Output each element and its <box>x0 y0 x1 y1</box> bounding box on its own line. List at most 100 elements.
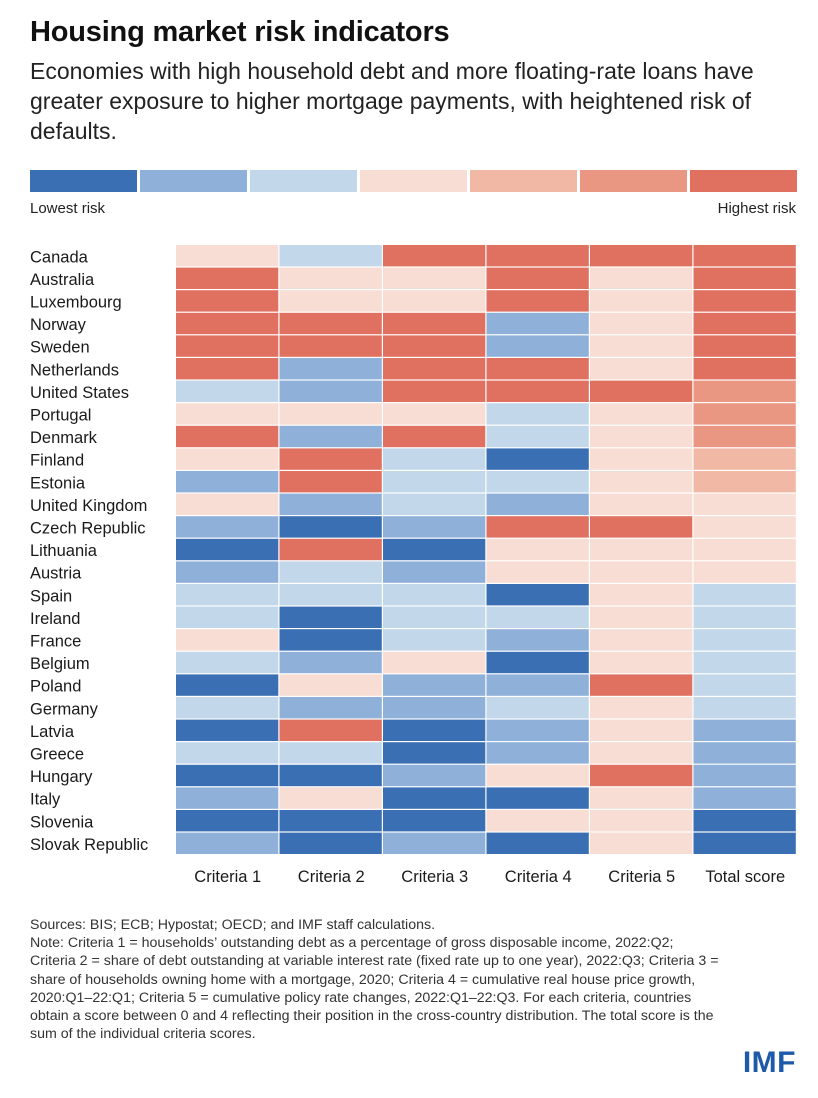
heatmap-cell <box>486 606 589 628</box>
heatmap-cell <box>176 335 279 357</box>
column-label: Criteria 5 <box>608 868 675 886</box>
total-score-cell <box>693 267 796 289</box>
heatmap-cell <box>486 516 589 538</box>
heatmap-cell <box>486 493 589 515</box>
heatmap-cell <box>176 584 279 606</box>
heatmap-cell <box>486 245 589 267</box>
total-score-cell <box>693 290 796 312</box>
total-score-cell <box>693 245 796 267</box>
heatmap-cell <box>279 787 382 809</box>
heatmap-cell <box>590 493 693 515</box>
heatmap-cell <box>486 651 589 674</box>
heatmap-cell <box>383 629 486 651</box>
row-label: Greece <box>30 746 84 764</box>
heatmap-cell <box>279 425 382 448</box>
heatmap-chart: Canada Australia Luxembourg Norway Sweden Net… <box>30 245 796 886</box>
heatmap-cell <box>279 719 382 741</box>
heatmap-cell <box>176 787 279 809</box>
heatmap-cell <box>486 425 589 448</box>
row-label: Spain <box>30 587 72 605</box>
heatmap-cell <box>383 267 486 289</box>
row-label: Portugal <box>30 407 91 425</box>
heatmap-cell <box>176 832 279 854</box>
heatmap-cell <box>590 448 693 470</box>
heatmap-cell <box>176 267 279 289</box>
heatmap-cell <box>383 538 486 561</box>
heatmap-cell <box>279 380 382 402</box>
heatmap-cell <box>176 810 279 832</box>
heatmap-cell <box>590 629 693 651</box>
imf-logo: IMF <box>742 1046 796 1079</box>
total-score-cell <box>693 674 796 696</box>
heatmap-cell <box>279 290 382 312</box>
heatmap-cell <box>486 290 589 312</box>
heatmap-cell <box>383 810 486 832</box>
heatmap-cell <box>383 651 486 674</box>
heatmap-cell <box>486 697 589 719</box>
heatmap-cell <box>279 561 382 583</box>
heatmap-cell <box>590 516 693 538</box>
heatmap-cell <box>176 764 279 787</box>
column-label: Criteria 2 <box>298 868 365 886</box>
sources-text: Sources: BIS; ECB; Hypostat; OECD; and I… <box>30 917 436 933</box>
heatmap-cell <box>383 674 486 696</box>
heatmap-cell <box>176 516 279 538</box>
heatmap-cell <box>590 245 693 267</box>
total-score-cell <box>693 584 796 606</box>
heatmap-cell <box>590 403 693 425</box>
heatmap-cell <box>590 267 693 289</box>
row-label: Canada <box>30 248 89 266</box>
legend-low-label: Lowest risk <box>30 200 106 217</box>
heatmap-cell <box>590 425 693 448</box>
heatmap-cell <box>486 584 589 606</box>
chart-title: Housing market risk indicators <box>30 16 450 48</box>
heatmap-cell <box>590 832 693 854</box>
total-score-cell <box>693 742 796 764</box>
column-label: Criteria 3 <box>401 868 468 886</box>
heatmap-cell <box>383 403 486 425</box>
heatmap-cell <box>486 832 589 854</box>
heatmap-cell <box>590 335 693 357</box>
heatmap-cell <box>590 290 693 312</box>
heatmap-cell <box>590 674 693 696</box>
heatmap-cell <box>590 584 693 606</box>
heatmap-cell <box>176 493 279 515</box>
legend-swatch <box>360 170 467 192</box>
row-label: Germany <box>30 700 99 718</box>
heatmap-cell <box>279 651 382 674</box>
heatmap-cell <box>279 810 382 832</box>
total-score-cell <box>693 810 796 832</box>
legend-swatch <box>250 170 357 192</box>
heatmap-cell <box>590 380 693 402</box>
heatmap-cell <box>590 312 693 335</box>
legend-swatch <box>580 170 687 192</box>
heatmap-cell <box>486 719 589 741</box>
heatmap-cell <box>486 764 589 787</box>
row-label: Czech Republic <box>30 520 146 538</box>
heatmap-cell <box>486 448 589 470</box>
row-label: Hungary <box>30 768 93 786</box>
heatmap-cell <box>176 245 279 267</box>
total-score-cell <box>693 651 796 674</box>
heatmap-cell <box>590 561 693 583</box>
heatmap-cell <box>176 606 279 628</box>
heatmap-cell <box>279 358 382 380</box>
heatmap-cell <box>590 606 693 628</box>
total-score-cell <box>693 561 796 583</box>
heatmap-cell <box>486 629 589 651</box>
heatmap-cell <box>486 742 589 764</box>
column-label: Criteria 4 <box>505 868 572 886</box>
heatmap-cell <box>279 832 382 854</box>
heatmap-cell <box>486 810 589 832</box>
legend-swatch <box>140 170 247 192</box>
heatmap-cell <box>176 380 279 402</box>
row-label: Norway <box>30 316 87 334</box>
note-text: Note: Criteria 1 = households’ outstandi… <box>30 935 719 1043</box>
row-label: Netherlands <box>30 361 119 379</box>
heatmap-cell <box>176 538 279 561</box>
heatmap-cell <box>590 538 693 561</box>
row-label: Finland <box>30 452 84 470</box>
heatmap-cell <box>176 719 279 741</box>
heatmap-cell <box>590 651 693 674</box>
heatmap-cell <box>279 267 382 289</box>
